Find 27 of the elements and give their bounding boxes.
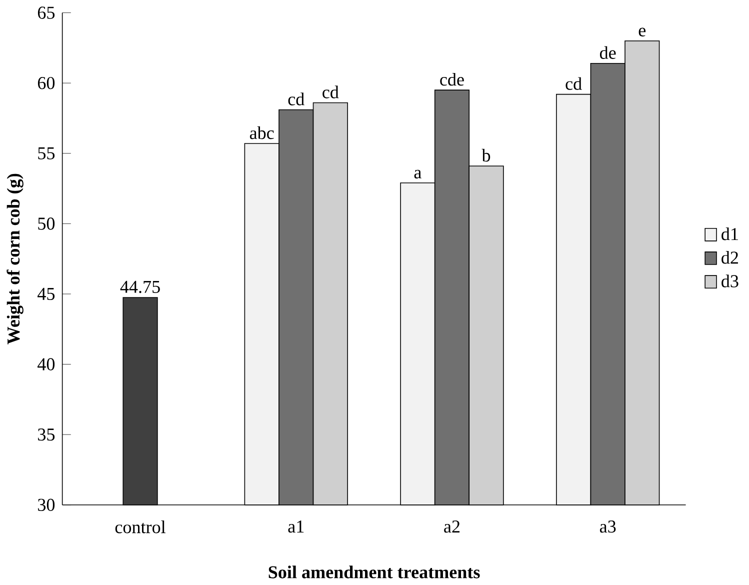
y-tick-label: 45 xyxy=(38,288,55,300)
y-tick-label: 40 xyxy=(38,358,55,370)
y-tick-label: 35 xyxy=(38,428,55,441)
data-label: 44.75 xyxy=(120,280,160,294)
y-tick-label: 30 xyxy=(38,498,55,511)
legend-label: d1 xyxy=(722,227,738,240)
x-tick-label: a3 xyxy=(600,520,616,533)
legend-label: d2 xyxy=(722,251,738,264)
data-label: b xyxy=(482,148,490,162)
y-tick-label: 65 xyxy=(38,6,55,19)
data-label: cde xyxy=(440,72,464,86)
x-tick-label: control xyxy=(115,520,166,534)
y-tick-label: 55 xyxy=(38,147,55,160)
data-label: a xyxy=(414,170,422,178)
data-label: e xyxy=(638,28,646,36)
legend-label: d3 xyxy=(722,274,738,288)
x-tick-label: a1 xyxy=(288,520,304,533)
data-label: cd xyxy=(288,92,304,106)
data-label: cd xyxy=(566,77,582,90)
y-tick-label: 60 xyxy=(38,76,55,90)
x-tick-label: a2 xyxy=(444,520,460,533)
data-label: cd xyxy=(322,86,339,98)
x-axis-title: Soil amendment treatments xyxy=(268,566,480,578)
data-label: abc xyxy=(250,126,274,140)
y-axis-title: Weight of corn cob (g) xyxy=(6,174,24,344)
y-tick-label: 50 xyxy=(38,218,55,230)
data-label: de xyxy=(600,46,616,59)
